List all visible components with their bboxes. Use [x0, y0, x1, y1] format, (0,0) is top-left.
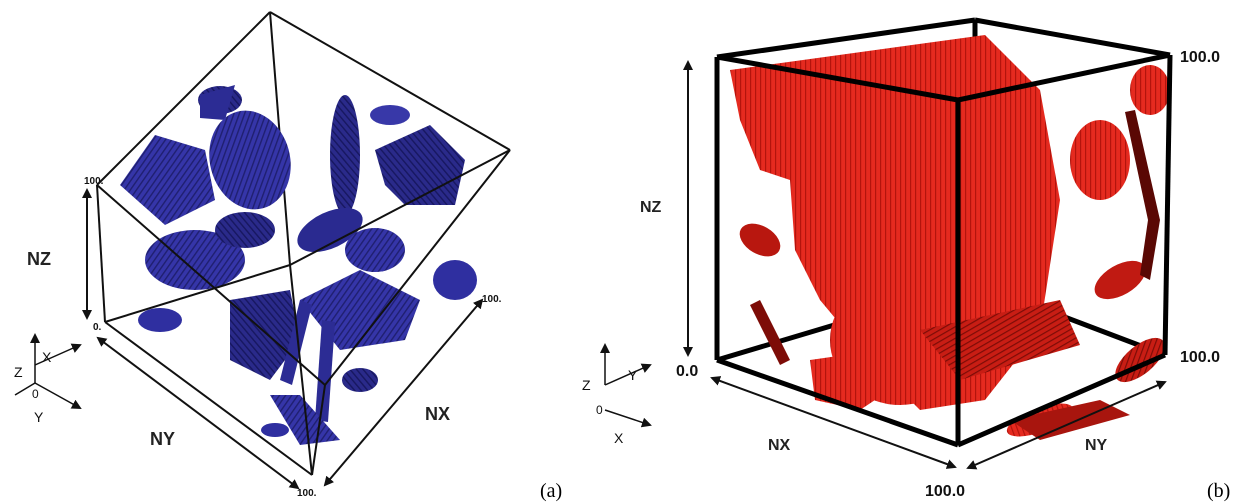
triad-x-label: X	[42, 349, 52, 365]
particle	[739, 223, 781, 257]
particle	[345, 228, 405, 272]
tick-origin-label: 0.0	[676, 363, 698, 380]
particle	[215, 212, 275, 248]
tick-right-label: 100.0	[1180, 349, 1220, 366]
nx-label: NX	[768, 437, 791, 454]
tick-right-label: 100.	[482, 294, 502, 305]
panel-b: NZ NX NY 100.0 0.0 100.0 100.0 Z Y 0 X (…	[582, 17, 1230, 502]
panel-a: NZ NY NX 100. 0. 100. 100. Z X 0 Y (a)	[14, 11, 562, 502]
particle	[300, 270, 420, 350]
particle	[200, 85, 235, 120]
panel-a-caption: (a)	[540, 480, 562, 502]
triad-o-label: 0	[32, 387, 39, 401]
particle	[145, 230, 245, 290]
panel-b-caption: (b)	[1207, 480, 1230, 502]
particle	[297, 207, 363, 253]
triad-y-label: Y	[628, 367, 638, 383]
triad-z-label: Z	[582, 377, 591, 393]
particle	[1094, 260, 1146, 300]
nx-dimension-arrow	[710, 376, 957, 469]
particle	[138, 308, 182, 332]
particle	[120, 135, 215, 225]
triad-o-label: 0	[596, 403, 603, 417]
particle	[1070, 120, 1130, 200]
particle	[315, 320, 335, 422]
particle	[342, 368, 378, 392]
triad-y-label: Y	[34, 409, 44, 425]
axis-triad-a: Z X 0 Y	[14, 333, 82, 425]
ny-label: NY	[1085, 437, 1108, 454]
particle	[750, 300, 790, 365]
nz-label: NZ	[27, 249, 51, 269]
nz-label: NZ	[640, 199, 662, 216]
ny-dimension-arrow	[96, 336, 300, 490]
particle	[375, 125, 465, 205]
tick-bottom-label: 100.	[297, 488, 317, 499]
triad-x-label: X	[614, 430, 624, 446]
nx-label: NX	[425, 404, 450, 424]
particle	[1130, 65, 1170, 115]
ny-dimension-arrow	[966, 380, 1167, 470]
particle	[433, 260, 477, 300]
panel-a-particles	[120, 85, 477, 445]
particle	[261, 423, 289, 437]
ny-label: NY	[150, 429, 175, 449]
tick-bottom-label: 100.0	[925, 483, 965, 500]
particle	[330, 95, 360, 215]
axis-triad-b: Z Y 0 X	[582, 343, 652, 446]
triad-z-label: Z	[14, 364, 23, 380]
tick-top-label: 100.0	[1180, 49, 1220, 66]
particle	[730, 35, 1060, 410]
tick-origin-label: 0.	[93, 322, 102, 333]
tick-top-label: 100.	[84, 176, 104, 187]
particle	[1125, 110, 1160, 280]
particle	[370, 105, 410, 125]
nx-dimension-arrow	[323, 298, 484, 487]
particle	[209, 110, 291, 210]
